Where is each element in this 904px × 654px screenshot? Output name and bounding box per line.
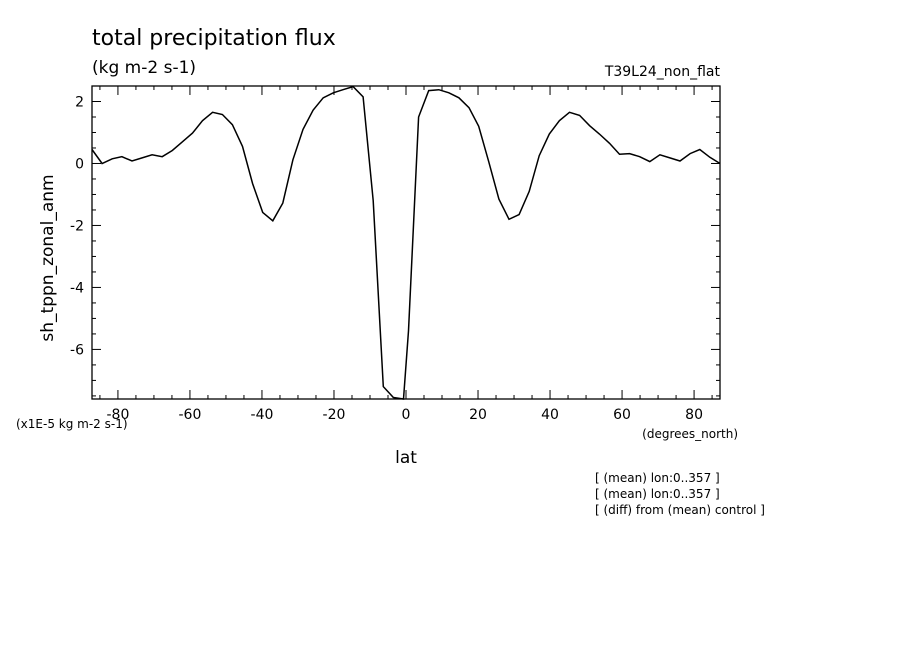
chart-title: total precipitation flux — [92, 26, 336, 51]
x-axis-label: lat — [395, 448, 417, 468]
y-scale-note: (x1E-5 kg m-2 s-1) — [16, 417, 128, 431]
y-tick-label: -2 — [70, 218, 84, 234]
y-tick-label: 0 — [75, 156, 84, 172]
annotation-mean-lon-1: [ (mean) lon:0..357 ] — [595, 471, 720, 485]
y-tick-label: -4 — [70, 280, 84, 296]
run-label: T39L24_non_flat — [604, 64, 721, 80]
x-tick-label: -60 — [179, 407, 202, 423]
y-tick-label: -6 — [70, 342, 84, 358]
x-tick-label: -80 — [106, 407, 129, 423]
x-tick-label: 60 — [613, 407, 631, 423]
annotation-diff-control: [ (diff) from (mean) control ] — [595, 503, 765, 517]
x-tick-label: 0 — [402, 407, 411, 423]
chart-subtitle: (kg m-2 s-1) — [92, 58, 196, 78]
x-tick-label: -20 — [323, 407, 346, 423]
x-tick-label: -40 — [251, 407, 274, 423]
plot-area: -80 -60 -40 -20 0 20 40 60 80-6-4-202 — [70, 85, 721, 423]
x-tick-label: 20 — [469, 407, 487, 423]
x-tick-label: 80 — [685, 407, 703, 423]
y-tick-label: 2 — [75, 94, 84, 110]
y-axis-label: sh_tppn_zonal_anm — [38, 174, 58, 341]
axis-ticks — [92, 85, 720, 399]
x-units-label: (degrees_north) — [642, 427, 738, 441]
x-tick-label: 40 — [541, 407, 559, 423]
axis-tick-labels: -80 -60 -40 -20 0 20 40 60 80-6-4-202 — [70, 94, 703, 423]
series-line — [91, 85, 721, 400]
annotation-mean-lon-2: [ (mean) lon:0..357 ] — [595, 487, 720, 501]
